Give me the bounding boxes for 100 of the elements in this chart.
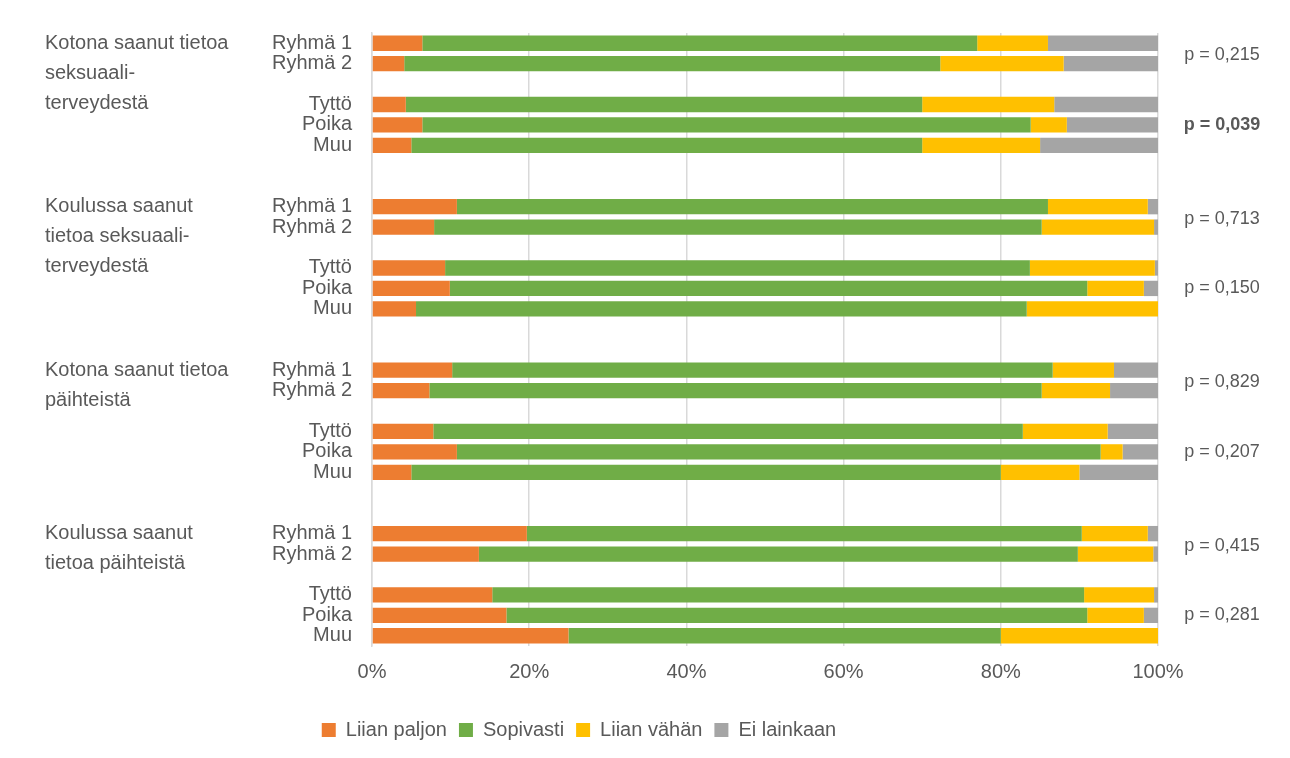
bar xyxy=(372,55,405,72)
bar xyxy=(1122,444,1158,460)
text: Kotona saanut tietoa seksuaali-terveydestä xyxy=(45,30,230,113)
text: p = 0,039 xyxy=(1183,113,1261,134)
x-tick-label: 100% xyxy=(1132,659,1184,682)
bar xyxy=(1147,525,1158,542)
bar xyxy=(372,382,430,399)
text: p = 0,829 xyxy=(1184,371,1260,392)
bar xyxy=(1087,280,1144,297)
x-tick-label: 20% xyxy=(509,659,550,682)
bar xyxy=(1063,55,1158,72)
x-tick-label: 80% xyxy=(980,659,1022,682)
bar xyxy=(1054,96,1158,113)
bar xyxy=(411,137,923,154)
bar xyxy=(1041,382,1111,399)
legend-label: Liian paljon xyxy=(345,717,447,740)
y-tick-label: Muu xyxy=(313,623,352,646)
bar xyxy=(372,199,457,215)
y-tick-label: Muu xyxy=(313,296,352,319)
bar xyxy=(1079,464,1158,480)
y-tick-label: Ryhmä 1 xyxy=(271,194,352,217)
bar xyxy=(445,260,1030,276)
text: p = 0,713 xyxy=(1184,207,1260,228)
bar xyxy=(372,607,507,624)
bar xyxy=(372,137,412,154)
text: Koulussa saanut tietoa seksuaali-terveydestä xyxy=(45,194,194,277)
bar xyxy=(1066,117,1158,133)
bar xyxy=(1153,546,1158,562)
bar xyxy=(372,464,412,480)
text: Koulussa saanut tietoa päihteistä xyxy=(45,521,194,574)
bar xyxy=(1000,628,1158,644)
x-tick-label: 0% xyxy=(357,659,387,682)
bar xyxy=(506,607,1088,624)
bar xyxy=(405,96,923,113)
bar xyxy=(372,444,457,460)
bar xyxy=(1154,260,1158,276)
legend-label: Ei lainkaan xyxy=(738,717,837,740)
bar xyxy=(1154,587,1158,603)
text: p = 0,150 xyxy=(1184,277,1260,298)
bar xyxy=(1081,525,1148,542)
text: p = 0,281 xyxy=(1184,604,1260,625)
bar xyxy=(1026,301,1158,317)
bar xyxy=(372,260,446,276)
bar xyxy=(372,35,423,51)
bar xyxy=(940,55,1064,72)
bar xyxy=(568,628,1001,644)
bar xyxy=(372,280,450,297)
bar xyxy=(1087,607,1144,624)
y-tick-label: Muu xyxy=(313,459,352,482)
bar xyxy=(372,219,435,235)
y-tick-label: Muu xyxy=(313,132,352,155)
text: p = 0,215 xyxy=(1184,44,1260,65)
bar xyxy=(1110,382,1158,399)
bar xyxy=(411,464,1001,480)
bar xyxy=(1084,587,1155,603)
y-tick-label: Tyttö xyxy=(308,418,352,441)
bar xyxy=(1047,35,1158,51)
bar xyxy=(1143,607,1158,624)
bar xyxy=(422,35,978,51)
bar xyxy=(526,525,1082,542)
bar xyxy=(404,55,941,72)
bar xyxy=(434,219,1042,235)
bar xyxy=(456,444,1101,460)
y-tick-label: Ryhmä 1 xyxy=(271,30,352,53)
bar xyxy=(1029,260,1155,276)
bar xyxy=(1154,219,1158,235)
bar xyxy=(478,546,1078,562)
bar xyxy=(416,301,1027,317)
bar xyxy=(422,117,1031,133)
bar xyxy=(922,137,1041,154)
bar xyxy=(372,587,493,603)
bar xyxy=(372,525,527,542)
bar xyxy=(372,362,453,378)
bar xyxy=(1147,199,1158,215)
legend-label: Liian vähän xyxy=(600,717,703,740)
bar xyxy=(372,301,417,317)
bar xyxy=(433,423,1023,440)
bar xyxy=(492,587,1085,603)
bar xyxy=(1041,219,1155,235)
bar xyxy=(1107,423,1158,440)
bar xyxy=(372,546,479,562)
x-tick-label: 60% xyxy=(823,659,864,682)
bar xyxy=(449,280,1088,297)
y-tick-label: Ryhmä 1 xyxy=(271,357,352,380)
bar xyxy=(1143,280,1158,297)
bar xyxy=(1040,137,1158,154)
bar xyxy=(1047,199,1148,215)
bar xyxy=(429,382,1042,399)
x-tick-label: 40% xyxy=(666,659,707,682)
text: p = 0,415 xyxy=(1184,534,1260,555)
text: Kotona saanut tietoa päihteistä xyxy=(45,357,230,410)
bar xyxy=(922,96,1055,113)
bar xyxy=(372,96,406,113)
bar xyxy=(372,628,569,644)
bar xyxy=(1030,117,1067,133)
bar xyxy=(1100,444,1123,460)
bar xyxy=(1052,362,1114,378)
bar xyxy=(1113,362,1158,378)
bar xyxy=(372,117,423,133)
y-tick-label: Tyttö xyxy=(308,582,352,605)
